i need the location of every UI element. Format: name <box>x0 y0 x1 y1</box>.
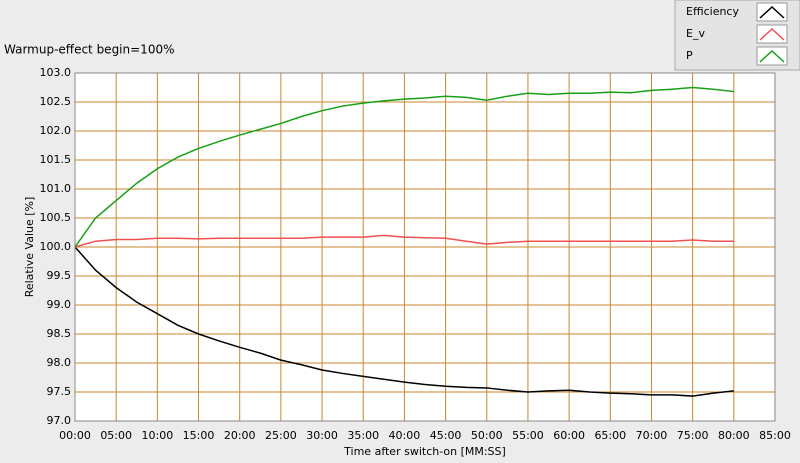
legend-label: E_v <box>686 27 705 40</box>
x-tick-label: 35:00 <box>347 429 379 442</box>
x-tick-label: 55:00 <box>512 429 544 442</box>
legend-label: P <box>686 49 693 62</box>
x-tick-label: 45:00 <box>430 429 462 442</box>
x-tick-label: 30:00 <box>306 429 338 442</box>
series-line <box>74 246 734 397</box>
y-tick-label: 100.0 <box>40 240 72 253</box>
series-line <box>74 86 734 248</box>
x-tick-label: 15:00 <box>183 429 215 442</box>
y-tick-label: 101.0 <box>40 182 72 195</box>
legend-swatch-box <box>756 46 788 66</box>
legend-label: Efficiency <box>686 5 739 18</box>
series-line <box>74 234 734 248</box>
x-tick-label: 65:00 <box>594 429 626 442</box>
x-tick-label: 25:00 <box>265 429 297 442</box>
x-tick-label: 20:00 <box>224 429 256 442</box>
x-tick-label: 80:00 <box>718 429 750 442</box>
x-tick-label: 85:00 <box>759 429 791 442</box>
x-tick-label: 75:00 <box>677 429 709 442</box>
x-axis-label: Time after switch-on [MM:SS] <box>343 445 506 458</box>
y-tick-label: 101.5 <box>40 153 72 166</box>
x-tick-label: 70:00 <box>636 429 668 442</box>
y-tick-label: 98.5 <box>47 327 72 340</box>
y-tick-label: 102.5 <box>40 95 72 108</box>
y-tick-label: 98.0 <box>47 356 72 369</box>
y-axis-label: Relative Value [%] <box>23 197 36 298</box>
legend-swatch <box>759 5 785 19</box>
legend-swatch-box <box>756 2 788 22</box>
y-tick-label: 102.0 <box>40 124 72 137</box>
plot-frame <box>74 72 776 422</box>
chart-title: Warmup-effect begin=100% <box>4 43 174 57</box>
x-tick-label: 40:00 <box>389 429 421 442</box>
y-tick-label: 97.5 <box>47 385 72 398</box>
x-tick-label: 05:00 <box>100 429 132 442</box>
y-tick-label: 100.5 <box>40 211 72 224</box>
legend-swatch-box <box>756 24 788 44</box>
x-tick-label: 50:00 <box>471 429 503 442</box>
x-tick-label: 60:00 <box>553 429 585 442</box>
x-tick-label: 10:00 <box>142 429 174 442</box>
x-tick-label: 00:00 <box>59 429 91 442</box>
y-tick-label: 103.0 <box>40 66 72 79</box>
y-tick-label: 99.5 <box>47 269 72 282</box>
y-tick-label: 99.0 <box>47 298 72 311</box>
legend-swatch <box>759 27 785 41</box>
y-tick-label: 97.0 <box>47 414 72 427</box>
legend-swatch <box>759 49 785 63</box>
